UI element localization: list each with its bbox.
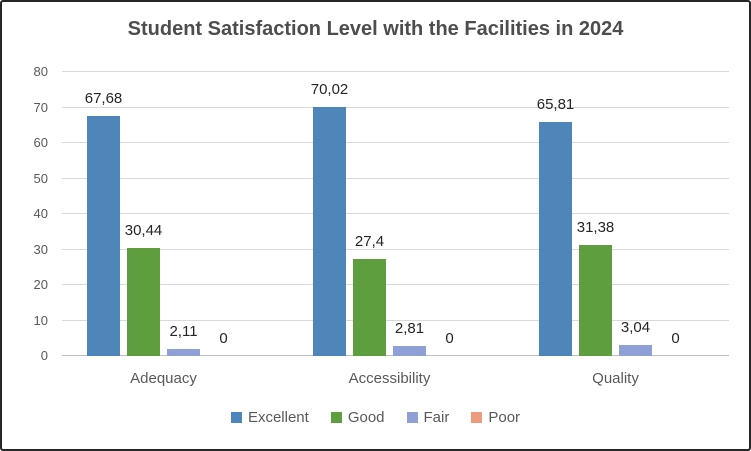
y-axis-tick-label: 60 — [33, 135, 48, 150]
data-label: 31,38 — [576, 218, 615, 236]
y-axis-tick-label: 20 — [33, 277, 48, 292]
data-label: 65,81 — [536, 96, 575, 114]
legend-swatch-icon — [471, 412, 483, 423]
y-axis-tick-label: 40 — [33, 206, 48, 221]
plot-area: 67,68 30,44 2,11 0 70,02 27,4 2,81 0 65,81 31,38 3… — [62, 71, 729, 356]
data-label: 67,68 — [84, 89, 123, 107]
legend-label: Fair — [423, 409, 450, 426]
data-label: 2,11 — [169, 322, 198, 340]
gridline — [62, 319, 729, 321]
gridline — [62, 248, 729, 250]
data-label: 70,02 — [310, 81, 349, 99]
data-label: 27,4 — [354, 232, 385, 250]
legend-item-excellent: Excellent — [230, 409, 309, 426]
x-axis-category-label: Accessibility — [348, 370, 431, 387]
data-label: 3,04 — [620, 319, 651, 337]
x-axis-category-label: Quality — [592, 370, 639, 387]
x-axis-category-label: Adequacy — [130, 370, 197, 387]
legend-swatch-icon — [406, 412, 418, 423]
legend-item-fair: Fair — [406, 409, 450, 426]
y-axis-tick-label: 30 — [33, 241, 48, 257]
data-label: 0 — [445, 330, 454, 347]
bar-excellent-accessibility — [313, 107, 346, 356]
legend-label: Good — [347, 409, 385, 426]
bar-good-quality — [579, 244, 612, 356]
data-label: 30,44 — [124, 221, 163, 239]
gridline — [62, 177, 729, 179]
legend-item-good: Good — [330, 409, 385, 426]
data-label: 0 — [219, 330, 228, 347]
legend-label: Excellent — [247, 409, 309, 426]
legend-swatch-icon — [230, 412, 242, 423]
gridline — [62, 142, 729, 143]
data-label: 2,81 — [394, 320, 425, 338]
bar-fair-adequacy — [167, 348, 200, 356]
chart-title: Student Satisfaction Level with the Faci… — [127, 18, 624, 40]
y-axis-tick-label: 50 — [33, 170, 48, 186]
legend-item-poor: Poor — [471, 409, 520, 426]
data-label: 0 — [671, 330, 680, 347]
legend: Excellent Good Fair Poor — [2, 409, 749, 426]
bar-excellent-quality — [539, 122, 572, 356]
bar-fair-accessibility — [393, 346, 426, 356]
gridline — [62, 106, 729, 108]
bar-good-accessibility — [353, 258, 386, 356]
legend-label: Poor — [488, 409, 521, 426]
bar-excellent-adequacy — [87, 115, 120, 356]
y-axis-tick-label: 10 — [33, 312, 48, 328]
gridline — [62, 71, 729, 72]
y-axis-tick-label: 0 — [40, 348, 48, 363]
y-axis-tick-label: 80 — [33, 64, 48, 79]
y-axis-tick-label: 70 — [33, 99, 48, 115]
bar-good-adequacy — [127, 247, 160, 356]
legend-swatch-icon — [330, 412, 342, 423]
bar-fair-quality — [619, 345, 652, 356]
gridline — [62, 284, 729, 285]
gridline — [62, 213, 729, 214]
